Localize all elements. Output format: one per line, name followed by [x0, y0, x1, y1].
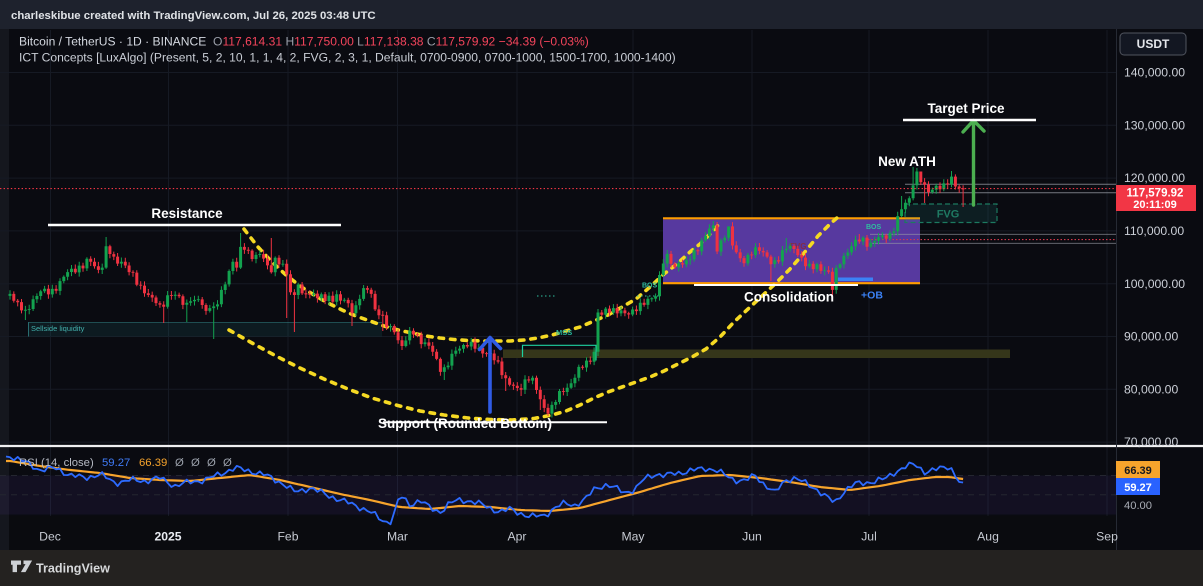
svg-text:66.39: 66.39	[1124, 465, 1152, 477]
svg-text:Support (Rounded Bottom): Support (Rounded Bottom)	[378, 416, 552, 431]
svg-text:Resistance: Resistance	[151, 206, 223, 221]
svg-text:140,000.00: 140,000.00	[1124, 66, 1185, 80]
svg-text:FVG: FVG	[937, 209, 960, 221]
svg-text:Bitcoin / TetherUS · 1D · BINA: Bitcoin / TetherUS · 1D · BINANCE O117,6…	[19, 35, 589, 49]
svg-text:Apr: Apr	[508, 530, 527, 544]
svg-text:Mar: Mar	[387, 530, 408, 544]
svg-text:Dec: Dec	[39, 530, 61, 544]
svg-text:Consolidation: Consolidation	[744, 290, 834, 305]
svg-text:Target Price: Target Price	[927, 101, 1005, 116]
svg-text:May: May	[621, 530, 645, 544]
svg-text:USDT: USDT	[1137, 37, 1170, 51]
svg-text:BOS: BOS	[642, 283, 658, 290]
svg-text:2025: 2025	[154, 530, 181, 544]
svg-text:Sellside liquidity: Sellside liquidity	[31, 324, 85, 333]
svg-text:MSS: MSS	[556, 328, 572, 337]
svg-text:+OB: +OB	[861, 290, 883, 302]
svg-text:40.00: 40.00	[1124, 500, 1152, 512]
svg-text:Jul: Jul	[861, 530, 877, 544]
svg-text:Sep: Sep	[1096, 530, 1118, 544]
svg-text:130,000.00: 130,000.00	[1124, 118, 1185, 132]
svg-text:TradingView: TradingView	[36, 562, 110, 576]
svg-text:Jun: Jun	[742, 530, 762, 544]
svg-text:100,000.00: 100,000.00	[1124, 277, 1185, 291]
svg-text:90,000.00: 90,000.00	[1124, 330, 1178, 344]
svg-text:New ATH: New ATH	[878, 154, 936, 169]
svg-text:80,000.00: 80,000.00	[1124, 382, 1178, 396]
svg-text:BOS: BOS	[866, 224, 882, 231]
svg-text:Feb: Feb	[277, 530, 298, 544]
svg-text:117,579.92: 117,579.92	[1127, 188, 1184, 200]
svg-text:59.27: 59.27	[1124, 482, 1152, 494]
svg-text:120,000.00: 120,000.00	[1124, 171, 1185, 185]
svg-text:Aug: Aug	[977, 530, 999, 544]
svg-text:110,000.00: 110,000.00	[1124, 224, 1184, 238]
svg-text:charleskibue created with Trad: charleskibue created with TradingView.co…	[11, 10, 376, 22]
svg-text:ICT Concepts [LuxAlgo] (Presen: ICT Concepts [LuxAlgo] (Present, 5, 2, 1…	[19, 51, 676, 65]
svg-text:70,000.00: 70,000.00	[1124, 435, 1178, 449]
svg-text:20:11:09: 20:11:09	[1133, 199, 1176, 211]
